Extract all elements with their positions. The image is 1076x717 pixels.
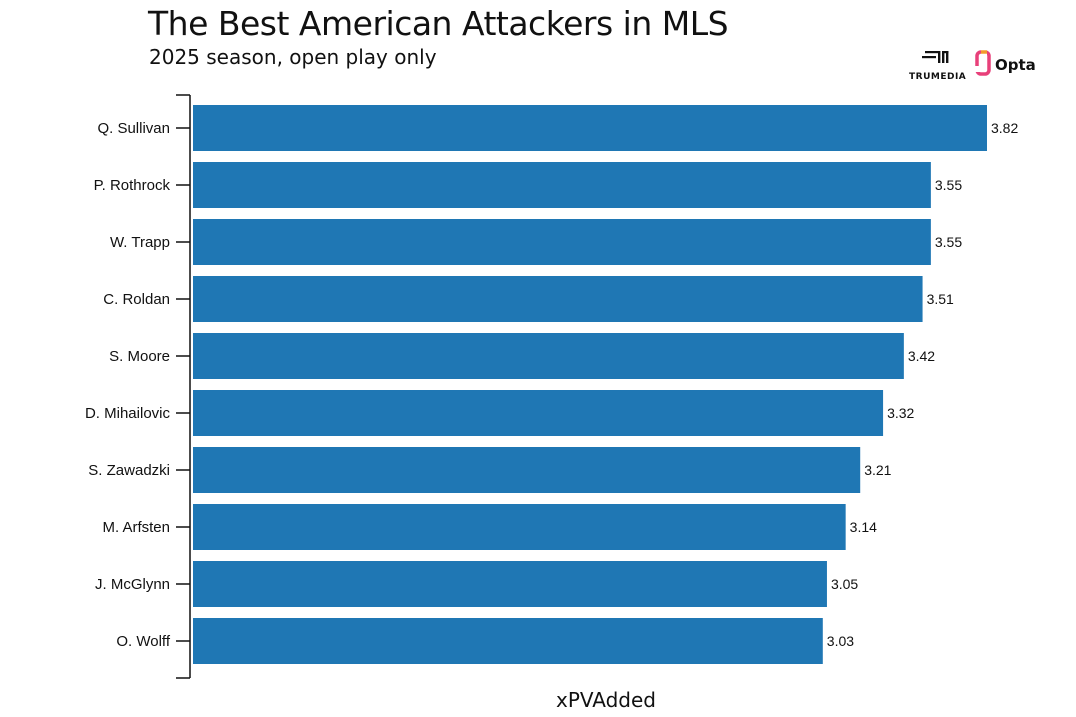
source-logos: TRUMEDIA Opta (909, 50, 1036, 82)
value-labels-group: 3.82 3.55 3.55 3.51 3.42 3.32 3.21 3.14 3.05 3.03 (827, 120, 1019, 649)
y-tick-label: J. McGlynn (95, 576, 170, 593)
y-tick-label: Q. Sullivan (97, 120, 170, 137)
y-tick-label: S. Zawadzki (88, 462, 170, 479)
y-tick-label: S. Moore (109, 348, 170, 365)
data-label: 3.55 (935, 177, 962, 193)
data-label: 3.21 (864, 462, 891, 478)
opta-logo-text: Opta (995, 56, 1036, 74)
bar (193, 162, 931, 208)
bar (193, 561, 827, 607)
y-tick-label: W. Trapp (110, 234, 170, 251)
y-tick-label: M. Arfsten (102, 519, 170, 536)
bar (193, 390, 884, 436)
bar (193, 447, 861, 493)
data-label: 3.42 (908, 348, 935, 364)
chart-title: The Best American Attackers in MLS (148, 4, 729, 43)
data-label: 3.14 (850, 519, 877, 535)
data-label: 3.82 (991, 120, 1018, 136)
opta-logo: Opta (975, 50, 1036, 76)
bar (193, 333, 904, 379)
x-axis-title: xPVAdded (556, 688, 656, 712)
bar (193, 219, 931, 265)
bar (193, 504, 846, 550)
y-tick-labels: Q. Sullivan P. Rothrock W. Trapp C. Roldan S… (85, 120, 190, 650)
y-tick-label: O. Wolff (116, 633, 170, 650)
bar (193, 276, 923, 322)
bars-group (193, 105, 987, 664)
y-tick-label: D. Mihailovic (85, 405, 171, 422)
data-label: 3.03 (827, 633, 854, 649)
bar (193, 105, 987, 151)
data-label: 3.05 (831, 576, 858, 592)
chart-subtitle: 2025 season, open play only (149, 45, 437, 69)
data-label: 3.32 (887, 405, 914, 421)
data-label: 3.51 (927, 291, 954, 307)
y-tick-label: C. Roldan (103, 291, 170, 308)
y-tick-label: P. Rothrock (94, 177, 171, 194)
bar (193, 618, 823, 664)
y-axis (176, 94, 191, 679)
trumedia-logo: TRUMEDIA (909, 51, 966, 82)
data-label: 3.55 (935, 234, 962, 250)
trumedia-logo-text: TRUMEDIA (909, 72, 966, 82)
